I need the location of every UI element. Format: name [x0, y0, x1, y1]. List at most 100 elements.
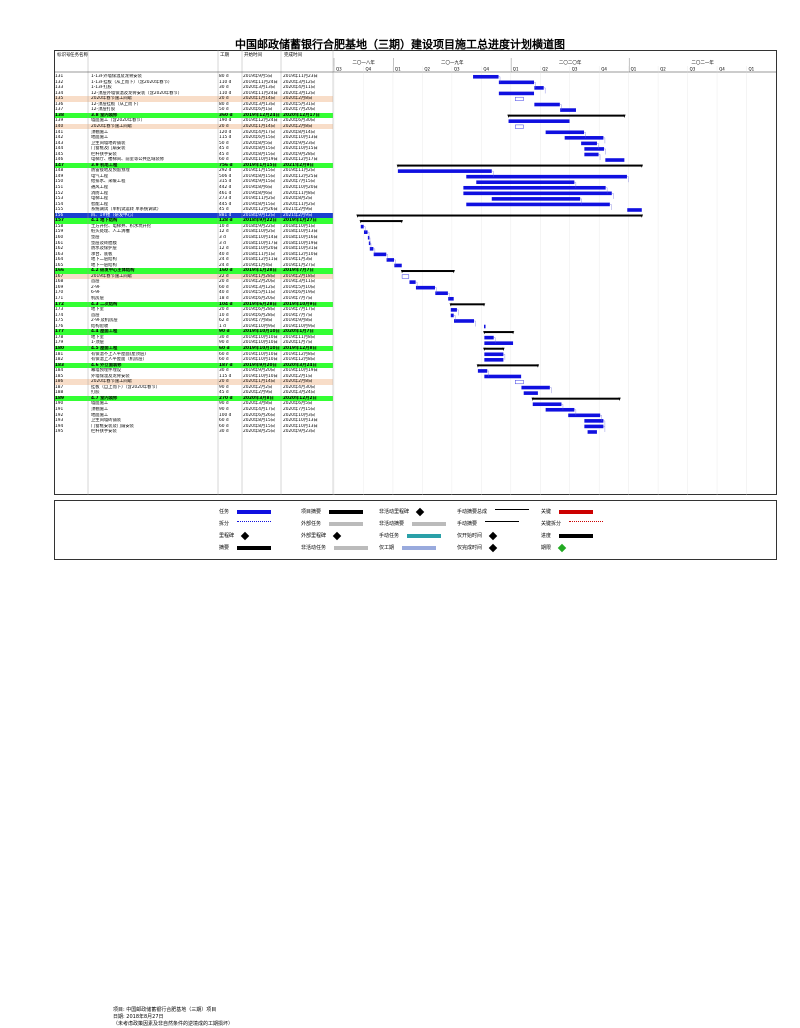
task-bar	[364, 230, 368, 234]
task-bar	[534, 102, 560, 107]
task-name: 卫生间墙地砖铺装	[91, 140, 126, 146]
quarter-label: Q1	[631, 67, 637, 72]
task-bar	[498, 80, 535, 85]
task-name: 结构验收	[91, 323, 109, 329]
dependency-link	[394, 259, 396, 266]
row-highlight	[55, 329, 333, 335]
summary-bar	[532, 397, 620, 400]
task-bar	[450, 313, 454, 318]
task-bar	[397, 169, 492, 173]
task-id: 138	[55, 112, 64, 118]
task-start: 2019年8月6日	[243, 190, 273, 196]
task-start: 2019年5月11日	[243, 290, 276, 296]
task-finish: 2019年1月27日	[283, 262, 316, 268]
task-id: 165	[55, 262, 64, 268]
task-start: 2020年2月9日	[243, 390, 273, 396]
task-duration: 80 d	[219, 101, 229, 107]
legend-label: 进度	[541, 533, 552, 539]
task-id: 159	[55, 229, 64, 235]
task-bar	[521, 385, 550, 390]
task-name: 4.7 室内装修	[91, 395, 118, 401]
row-highlight	[55, 212, 333, 219]
task-id: 158	[55, 223, 64, 229]
dependency-link	[367, 232, 370, 238]
task-bar	[587, 430, 597, 434]
task-start: 2020年3月8日	[243, 401, 273, 407]
task-id: 185	[55, 373, 64, 379]
task-bar	[545, 407, 575, 412]
task-name: 挂板（自上而下）（含2020年春节）	[91, 384, 160, 390]
table-row: 152 消防工程 461 d 2019年8月6日 2020年11月8日	[55, 191, 333, 197]
dependency-link	[493, 337, 496, 344]
task-duration: 40 d	[219, 251, 229, 257]
gantt-page: 中国邮政储蓄银行合肥基地（三期）建设项目施工总进度计划横道图 标识号 任务名称 …	[54, 38, 777, 1027]
pause-bar	[515, 96, 524, 101]
dependency-link	[447, 293, 450, 299]
quarter-label: Q4	[365, 67, 371, 72]
col-header-id: 标识号	[57, 53, 71, 58]
task-start: 2018年10月17日	[243, 240, 278, 246]
legend-item: 手动任务	[379, 532, 442, 539]
legend-swatch	[237, 521, 272, 526]
row-highlight	[55, 362, 333, 369]
task-name: 4.4 屋面工程	[91, 329, 118, 335]
quarter-label: Q4	[719, 67, 725, 72]
table-row: 189 4.7 室内装修 270 d 2020年3月8日 2020年12月2日	[55, 396, 333, 402]
task-start: 2019年10月10日	[243, 340, 278, 346]
table-row: 185 外墙保温及龙骨安装 115 d 2019年10月10日 2020年2月1日	[55, 374, 333, 380]
task-bar	[534, 86, 544, 90]
task-start: 2020年8月5日	[243, 140, 273, 146]
quarter-label: Q3	[336, 67, 342, 72]
task-finish: 2020年1月7日	[283, 340, 313, 346]
table-row: 158 土方开挖、电梯井、积水坑开挖 10 d 2018年9月22日 2018年10月1…	[55, 224, 333, 230]
task-duration: 24 d	[219, 262, 229, 268]
task-start: 2020年3月13日	[243, 85, 276, 91]
table-row: 140 2020年春节施工间歇 20 d 2020年1月14日 2020年2月8日	[55, 124, 333, 130]
task-name: 1-13F挂板（从上而下）（含2020年春节）	[91, 79, 173, 85]
project-date: 日期: 2018年8月27日	[113, 1014, 164, 1020]
task-name: 4.3 二次结构	[91, 301, 118, 307]
task-start: 2019年10月9日	[243, 323, 276, 329]
task-bar	[560, 108, 576, 112]
year-label: 二〇一八年	[352, 59, 375, 66]
summary-bar-end-cap	[400, 220, 403, 224]
task-name: 土方开挖、电梯井、积水坑开挖	[91, 223, 152, 229]
summary-bar-end-cap	[511, 331, 515, 335]
task-name: 桩头处理、人工清槽	[91, 229, 130, 235]
legend-label: 里程碑	[219, 533, 235, 539]
task-duration: 20 d	[219, 279, 229, 285]
task-name: 1-顶层	[91, 340, 104, 346]
summary-bar	[402, 270, 454, 273]
quarter-label: Q2	[542, 67, 548, 72]
task-name: 防水及保护层	[91, 246, 117, 252]
task-id: 135	[55, 96, 64, 102]
task-finish: 2020年11月2日	[283, 201, 316, 207]
summary-bar-end-cap	[452, 270, 455, 274]
task-start: 2020年8月15日	[243, 146, 276, 152]
table-row: 151 通风工程 442 d 2019年8月6日 2020年10月20日	[55, 185, 333, 191]
legend-label: 项目摘要	[301, 509, 322, 515]
dependency-link	[596, 143, 599, 149]
task-start: 2018年10月2日	[243, 229, 276, 235]
task-finish: 2020年2月8日	[283, 123, 313, 129]
task-finish: 2020年3月24日	[283, 390, 316, 396]
task-name: 墙面施工	[91, 401, 109, 407]
task-finish: 2020年10月15日	[283, 146, 318, 152]
legend-item: 非活动里程碑	[379, 507, 425, 516]
legend-label: 非活动里程碑	[379, 509, 410, 515]
task-finish: 2020年10月13日	[283, 418, 318, 424]
task-name: 承台、底板	[91, 251, 113, 257]
task-id: 162	[55, 246, 64, 252]
quarter-label: Q3	[690, 67, 696, 72]
table-row: 177 4.4 屋面工程 90 d 2019年10月10日 2020年1月7日	[55, 329, 333, 335]
task-bar	[484, 335, 494, 340]
task-id: 139	[55, 118, 64, 124]
table-row: 192 地面施工 100 d 2020年6月26日 2020年10月3日	[55, 413, 333, 419]
dependency-link	[369, 243, 372, 249]
summary-bar-start-cap	[476, 364, 480, 368]
task-start: 2019年10月10日	[243, 345, 280, 351]
task-name: 消防工程	[91, 190, 109, 196]
task-name: 6-9F	[91, 290, 101, 296]
task-finish: 2020年12月17日	[283, 157, 318, 163]
dependency-link	[609, 204, 612, 210]
